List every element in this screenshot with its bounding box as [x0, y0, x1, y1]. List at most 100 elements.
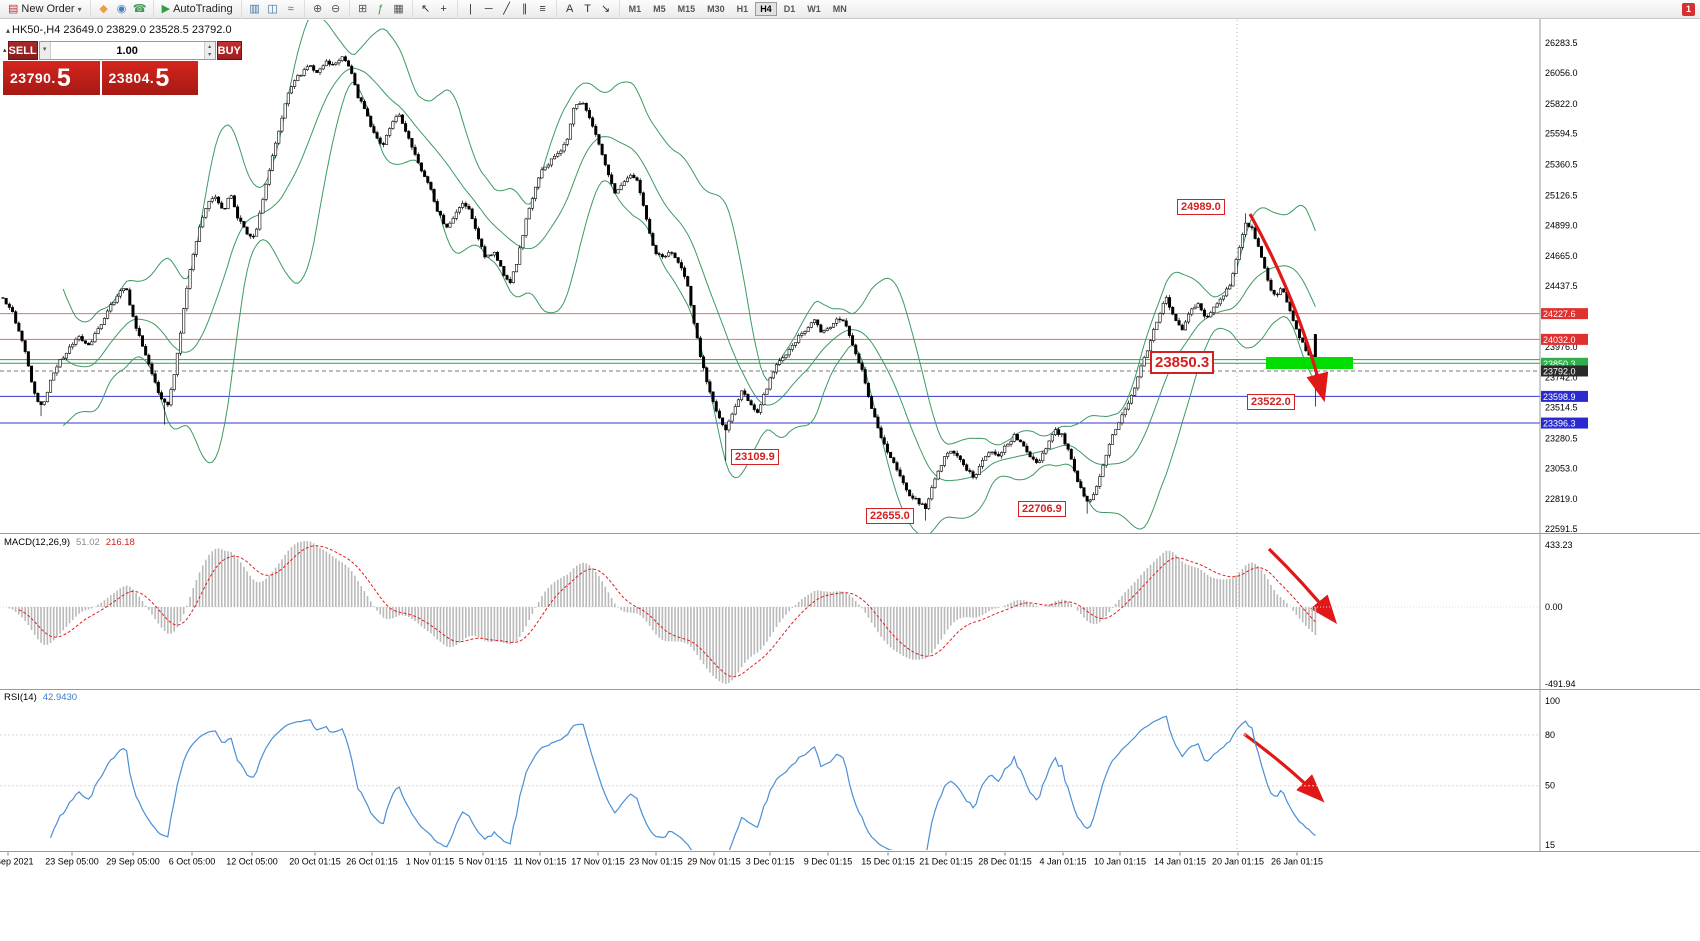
- svg-text:23 Sep 05:00: 23 Sep 05:00: [45, 857, 99, 867]
- tab-timeframe-h1[interactable]: H1: [732, 2, 754, 16]
- svg-text:11 Nov 01:15: 11 Nov 01:15: [514, 857, 567, 867]
- svg-text:24437.5: 24437.5: [1545, 281, 1578, 291]
- price-badge: [1541, 357, 1588, 369]
- price-annotation-label[interactable]: 22706.9: [1018, 501, 1066, 517]
- templates-icon[interactable]: ▦: [393, 3, 404, 15]
- tab-timeframe-m5[interactable]: M5: [648, 2, 671, 16]
- tab-timeframe-h4[interactable]: H4: [755, 2, 777, 16]
- price-badge: [1541, 390, 1588, 402]
- metaeditor-icon[interactable]: ◆: [99, 3, 108, 15]
- svg-text:23280.5: 23280.5: [1545, 433, 1578, 443]
- chart-ohlc-header: ▴ HK50-,H4 23649.0 23829.0 23528.5 23792.…: [6, 24, 232, 36]
- price-annotation-label[interactable]: 23109.9: [731, 449, 779, 465]
- vertical-line-icon[interactable]: |: [469, 3, 473, 15]
- svg-text:24665.0: 24665.0: [1545, 251, 1578, 261]
- svg-text:28 Dec 01:15: 28 Dec 01:15: [978, 857, 1032, 867]
- candles-layer: [1, 55, 1317, 521]
- svg-text:4 Jan 01:15: 4 Jan 01:15: [1039, 857, 1086, 867]
- svg-text:23742.0: 23742.0: [1545, 373, 1578, 383]
- svg-text:23 Nov 01:15: 23 Nov 01:15: [629, 857, 683, 867]
- toolbar-right-icons: 1: [1682, 2, 1700, 16]
- chart-type-group: ▥ ◫ ≈: [242, 0, 305, 19]
- price-annotation-label[interactable]: 23850.3: [1150, 351, 1215, 374]
- text-icon[interactable]: A: [565, 3, 574, 15]
- candlestick-chart-icon[interactable]: ◫: [267, 3, 278, 15]
- svg-text:23598.9: 23598.9: [1543, 392, 1576, 402]
- price-annotation-label[interactable]: 23522.0: [1247, 394, 1295, 410]
- play-icon: ▶: [161, 2, 171, 15]
- svg-text:20 Jan 01:15: 20 Jan 01:15: [1212, 857, 1264, 867]
- buy-button[interactable]: BUY: [216, 41, 242, 60]
- arrows-icon[interactable]: ↘: [601, 3, 611, 15]
- trendline-icon[interactable]: ╱: [503, 3, 510, 15]
- time-axis[interactable]: 16 Sep 2021 23 Sep 05:00 29 Sep 05:00 6 Oct…: [0, 852, 1323, 867]
- svg-text:23396.3: 23396.3: [1543, 419, 1576, 429]
- price-axis[interactable]: 26283.5 26056.0 25822.0 25594.5 25360.5 25126…: [1541, 38, 1588, 534]
- tab-timeframe-mn[interactable]: MN: [828, 2, 852, 16]
- crosshair-icon[interactable]: +: [440, 3, 447, 15]
- svg-text:23976.0: 23976.0: [1545, 342, 1578, 352]
- trend-arrow[interactable]: [1267, 547, 1338, 624]
- autotrading-label: AutoTrading: [173, 3, 233, 15]
- tab-timeframe-m15[interactable]: M15: [673, 2, 701, 16]
- price-annotation-label[interactable]: 22655.0: [866, 508, 914, 524]
- svg-text:10 Jan 01:15: 10 Jan 01:15: [1094, 857, 1146, 867]
- new-order-group: ▤ New Order ▾: [0, 0, 91, 19]
- price-badge: [1541, 333, 1588, 345]
- lot-size-input[interactable]: [50, 42, 204, 59]
- buy-price-display[interactable]: 23804. 5: [101, 61, 198, 95]
- price-annotation-label[interactable]: 24989.0: [1177, 199, 1225, 215]
- line-chart-icon[interactable]: ≈: [287, 3, 294, 15]
- svg-text:50: 50: [1545, 781, 1555, 791]
- new-order-button[interactable]: ▤ New Order ▾: [4, 1, 86, 18]
- tab-timeframe-w1[interactable]: W1: [802, 2, 826, 16]
- svg-text:25360.5: 25360.5: [1545, 160, 1578, 170]
- svg-text:12 Oct 05:00: 12 Oct 05:00: [226, 857, 278, 867]
- svg-text:23792.0: 23792.0: [1543, 366, 1576, 376]
- svg-text:26056.0: 26056.0: [1545, 68, 1578, 78]
- sell-button[interactable]: SELL: [7, 41, 38, 60]
- fibonacci-icon[interactable]: ≡: [539, 3, 546, 15]
- highlight-zone[interactable]: [1266, 357, 1353, 369]
- svg-text:16 Sep 2021: 16 Sep 2021: [0, 857, 34, 867]
- community-icon[interactable]: ◉: [116, 3, 127, 15]
- autotrading-button[interactable]: ▶ AutoTrading: [158, 1, 237, 18]
- text-tools-group: A T ↘: [557, 0, 620, 19]
- tab-timeframe-m30[interactable]: M30: [702, 2, 730, 16]
- alert-badge[interactable]: 1: [1682, 2, 1695, 16]
- svg-text:26 Oct 01:15: 26 Oct 01:15: [346, 857, 398, 867]
- tab-timeframe-m1[interactable]: M1: [624, 2, 647, 16]
- collapse-trade-panel-icon[interactable]: ▴: [3, 47, 7, 54]
- svg-text:22819.0: 22819.0: [1545, 494, 1578, 504]
- sell-price-display[interactable]: 23790. 5: [3, 61, 100, 95]
- label-icon[interactable]: T: [584, 3, 591, 15]
- bar-chart-icon[interactable]: ▥: [249, 3, 260, 15]
- channel-icon[interactable]: ∥: [521, 3, 528, 15]
- svg-text:24899.0: 24899.0: [1545, 220, 1578, 230]
- zoom-out-icon[interactable]: ⊖: [331, 3, 341, 15]
- contact-icon[interactable]: ☎: [132, 3, 147, 15]
- horizontal-line-icon[interactable]: ─: [484, 3, 493, 15]
- zoom-in-icon[interactable]: ⊕: [313, 3, 323, 15]
- svg-text:23053.0: 23053.0: [1545, 463, 1578, 473]
- cursor-icon[interactable]: ↖: [421, 3, 431, 15]
- svg-text:0.00: 0.00: [1545, 602, 1563, 612]
- svg-text:26283.5: 26283.5: [1545, 38, 1578, 48]
- symbol-marker-icon: ▴: [6, 26, 11, 35]
- svg-text:3 Dec 01:15: 3 Dec 01:15: [746, 857, 795, 867]
- lot-dropdown-icon[interactable]: ▾: [39, 42, 51, 59]
- tile-windows-icon[interactable]: ⊞: [358, 3, 368, 15]
- chevron-down-icon: ▾: [77, 4, 82, 14]
- lot-stepper[interactable]: ▴ ▾: [203, 42, 215, 59]
- indicators-icon[interactable]: ƒ: [377, 3, 384, 15]
- svg-text:24227.6: 24227.6: [1543, 309, 1576, 319]
- tab-timeframe-d1[interactable]: D1: [779, 2, 801, 16]
- rsi-panel: [0, 715, 1540, 850]
- new-order-icon: ▤: [8, 2, 19, 15]
- price-badge: [1541, 365, 1588, 377]
- price-badge: [1541, 417, 1588, 429]
- trend-arrow[interactable]: [1243, 732, 1325, 803]
- svg-text:5 Nov 01:15: 5 Nov 01:15: [459, 857, 508, 867]
- trend-arrow[interactable]: [1248, 213, 1329, 403]
